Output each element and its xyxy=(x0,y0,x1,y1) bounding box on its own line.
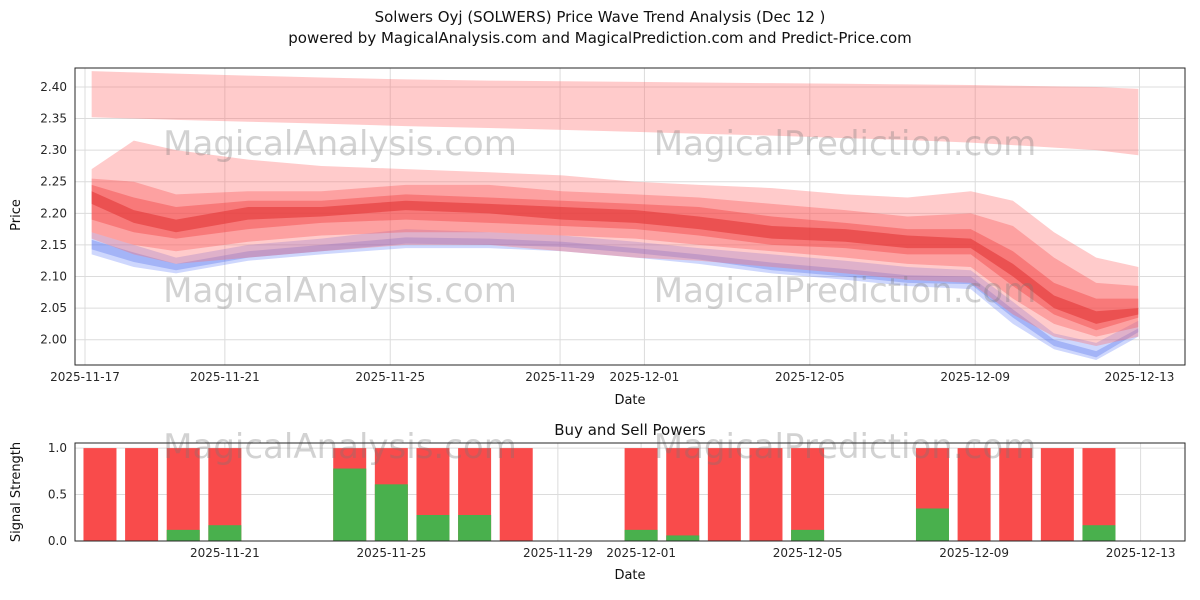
sell-power-bar xyxy=(749,448,783,541)
sell-power-bar xyxy=(166,448,200,541)
x-tick-label: 2025-12-13 xyxy=(1106,546,1176,560)
y-tick-label: 0.0 xyxy=(48,534,67,548)
x-tick-label: 2025-12-05 xyxy=(775,370,845,384)
sell-power-bar xyxy=(624,448,658,541)
buy-power-bar xyxy=(1082,525,1116,541)
watermark-analysis: MagicalAnalysis.com xyxy=(163,271,517,311)
sell-power-bar xyxy=(957,448,991,541)
band-upper-channel xyxy=(91,71,1139,156)
sell-power-bar xyxy=(125,448,159,541)
buy-power-bar xyxy=(208,525,242,541)
buy-power-bar xyxy=(166,529,200,541)
buy-power-bar xyxy=(374,484,408,541)
price-axis-label: Price xyxy=(9,199,24,231)
date-axis-label-bottom: Date xyxy=(614,568,645,583)
plot-border xyxy=(74,67,1186,366)
y-tick-label: 2.05 xyxy=(40,301,67,315)
watermark-analysis: MagicalAnalysis.com xyxy=(163,427,517,467)
buy-sell-powers-title: Buy and Sell Powers xyxy=(554,421,706,439)
x-tick-label: 2025-11-25 xyxy=(356,546,426,560)
buy-power-bar xyxy=(624,529,658,541)
x-tick-label: 2025-11-21 xyxy=(190,546,260,560)
sell-power-bar xyxy=(999,448,1033,541)
x-tick-label: 2025-12-09 xyxy=(940,370,1010,384)
y-tick-label: 2.40 xyxy=(40,80,67,94)
band-mid-band xyxy=(91,178,1139,337)
buy-power-bar xyxy=(416,514,450,541)
buy-power-bar xyxy=(458,514,492,541)
y-tick-label: 2.15 xyxy=(40,238,67,252)
date-axis-label-top: Date xyxy=(614,393,645,408)
watermark-analysis: MagicalAnalysis.com xyxy=(163,124,517,164)
price-chart-plot: MagicalAnalysis.com MagicalPrediction.com… xyxy=(40,67,1186,384)
page-title: Solwers Oyj (SOLWERS) Price Wave Trend A… xyxy=(374,8,826,26)
sell-power-bar xyxy=(83,448,117,541)
sell-power-bar xyxy=(707,448,741,541)
sell-power-bar xyxy=(499,448,533,541)
y-tick-label: 2.35 xyxy=(40,112,67,126)
x-tick-label: 2025-11-21 xyxy=(190,370,260,384)
x-tick-label: 2025-12-09 xyxy=(939,546,1009,560)
buy-sell-powers-chart: Buy and Sell Powers MagicalAnalysis.com M… xyxy=(9,421,1186,583)
signal-strength-axis-label: Signal Strength xyxy=(9,442,24,542)
band-blue-outer xyxy=(91,229,1139,360)
sell-power-bar xyxy=(1040,448,1074,541)
sell-power-bar xyxy=(666,448,700,541)
x-tick-label: 2025-12-13 xyxy=(1105,370,1175,384)
y-tick-label: 1.0 xyxy=(48,441,67,455)
band-core-band xyxy=(91,191,1139,324)
y-tick-label: 2.20 xyxy=(40,206,67,220)
x-tick-label: 2025-11-25 xyxy=(355,370,425,384)
band-inner-band xyxy=(91,184,1139,331)
price-wave-chart: MagicalAnalysis.com MagicalPrediction.com… xyxy=(9,67,1186,408)
buy-power-bar xyxy=(791,529,825,541)
page-subtitle: powered by MagicalAnalysis.com and Magic… xyxy=(288,29,912,47)
plot-border xyxy=(74,442,1186,542)
x-tick-label: 2025-12-01 xyxy=(606,546,676,560)
y-tick-label: 2.10 xyxy=(40,270,67,284)
buy-power-bar xyxy=(333,468,367,541)
y-tick-label: 2.30 xyxy=(40,143,67,157)
watermark-prediction: MagicalPrediction.com xyxy=(654,427,1037,467)
signal-chart-plot: MagicalAnalysis.com MagicalPrediction.com… xyxy=(48,427,1186,560)
y-tick-label: 2.00 xyxy=(40,333,67,347)
x-tick-label: 2025-11-17 xyxy=(50,370,120,384)
y-tick-label: 0.5 xyxy=(48,488,67,502)
watermark-prediction: MagicalPrediction.com xyxy=(654,271,1037,311)
x-tick-label: 2025-11-29 xyxy=(523,546,593,560)
buy-power-bar xyxy=(666,535,700,541)
watermark-prediction: MagicalPrediction.com xyxy=(654,124,1037,164)
band-outer-band xyxy=(91,140,1139,347)
sell-power-bar xyxy=(791,448,825,541)
x-tick-label: 2025-12-05 xyxy=(773,546,843,560)
x-tick-label: 2025-12-01 xyxy=(610,370,680,384)
y-tick-label: 2.25 xyxy=(40,175,67,189)
buy-power-bar xyxy=(915,508,949,541)
x-tick-label: 2025-11-29 xyxy=(525,370,595,384)
